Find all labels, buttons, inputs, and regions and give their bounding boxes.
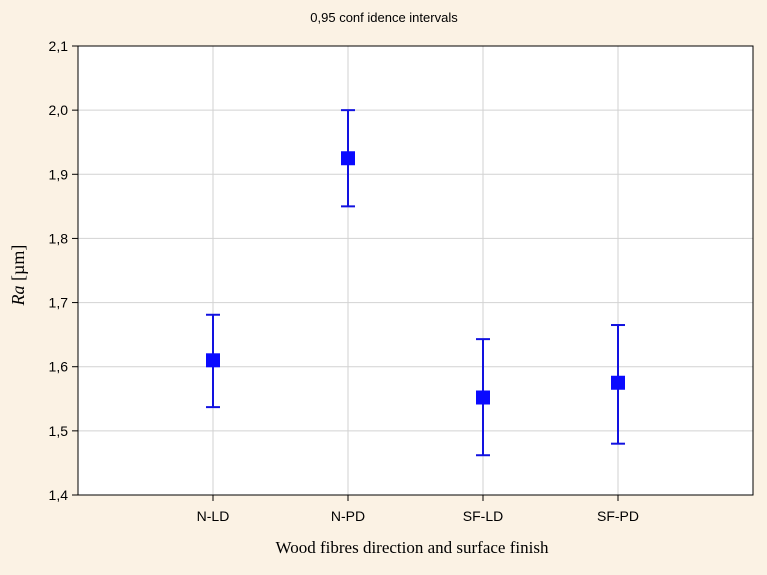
- plot-frame: [77, 45, 754, 496]
- x-tick-label: SF-LD: [463, 508, 503, 524]
- data-marks: [206, 109, 625, 457]
- y-tick-label: 1,5: [49, 423, 69, 439]
- plot-area: [78, 46, 753, 495]
- axes: 1,4 1,5 1,6 1,7 1,8 1,9 2,0 2,1 N-LD N-PD SF-LD SF-…: [49, 38, 754, 524]
- mean-marker: [341, 151, 355, 166]
- chart-subtitle: 0,95 conf idence intervals: [310, 10, 458, 25]
- y-tick-label: 1,8: [49, 230, 69, 246]
- y-tick-label: 2,0: [49, 102, 69, 118]
- y-tick-label: 1,6: [49, 359, 69, 375]
- mean-marker: [206, 353, 220, 368]
- x-tick-label: N-PD: [331, 508, 365, 524]
- mean-marker: [476, 390, 490, 405]
- y-tick-label: 1,4: [49, 487, 69, 503]
- y-axis-title-unit: [µm]: [8, 245, 28, 286]
- y-axis-title: Ra [µm]: [8, 245, 28, 307]
- y-tick-label: 1,7: [49, 295, 69, 311]
- mean-marker: [611, 375, 625, 390]
- x-tick-label: N-LD: [197, 508, 230, 524]
- y-tick-label: 2,1: [49, 38, 69, 54]
- y-tick-label: 1,9: [49, 166, 69, 182]
- y-axis-title-symbol: Ra: [8, 285, 28, 306]
- x-axis-title: Wood fibres direction and surface finish: [276, 538, 549, 557]
- x-tick-label: SF-PD: [597, 508, 639, 524]
